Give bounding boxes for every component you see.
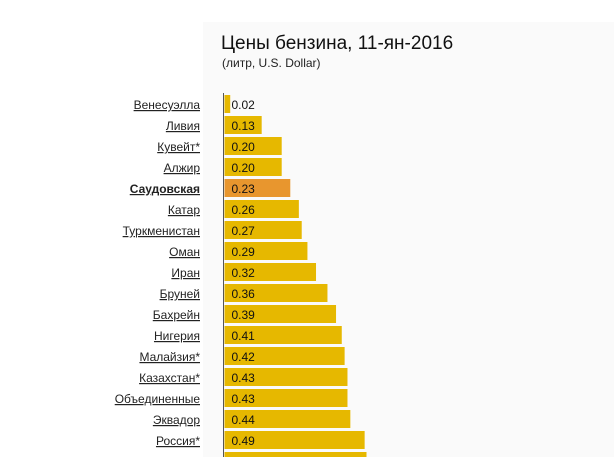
bar-cut-off (224, 452, 367, 457)
category-label-0: Венесуэлла (134, 98, 201, 112)
bar-4 (224, 179, 291, 197)
category-label-1: Ливия (166, 119, 200, 133)
bar-6 (224, 221, 302, 239)
value-label-1: 0.13 (232, 119, 256, 133)
bar-13 (224, 368, 348, 386)
bar-15 (224, 410, 351, 428)
value-label-2: 0.20 (232, 140, 256, 154)
value-label-13: 0.43 (232, 371, 256, 385)
value-label-12: 0.42 (232, 350, 256, 364)
value-label-11: 0.41 (232, 329, 256, 343)
bar-5 (224, 200, 299, 218)
value-label-8: 0.32 (232, 266, 256, 280)
category-label-12: Малайзия* (139, 350, 200, 364)
category-label-15: Эквадор (153, 413, 200, 427)
bar-16 (224, 431, 365, 449)
value-label-10: 0.39 (232, 308, 256, 322)
category-label-7: Оман (169, 245, 200, 259)
category-label-3: Алжир (164, 161, 201, 175)
bar-2 (224, 137, 282, 155)
bar-12 (224, 347, 345, 365)
bar-7 (224, 242, 308, 260)
category-label-14: Объединенные (115, 392, 201, 406)
chart-title: Цены бензина, 11-ян-2016 (221, 33, 454, 54)
value-label-15: 0.44 (232, 413, 256, 427)
bar-14 (224, 389, 348, 407)
chart-subtitle: (литр, U.S. Dollar) (222, 56, 321, 70)
category-label-9: Бруней (160, 287, 200, 301)
value-label-7: 0.29 (232, 245, 256, 259)
value-label-16: 0.49 (232, 434, 256, 448)
value-label-9: 0.36 (232, 287, 256, 301)
value-label-6: 0.27 (232, 224, 256, 238)
bar-3 (224, 158, 282, 176)
value-label-3: 0.20 (232, 161, 256, 175)
category-label-8: Иран (171, 266, 200, 280)
category-label-13: Казахстан* (139, 371, 200, 385)
category-label-10: Бахрейн (153, 308, 200, 322)
category-label-11: Нигерия (154, 329, 200, 343)
bar-11 (224, 326, 342, 344)
bar-10 (224, 305, 337, 323)
bar-9 (224, 284, 328, 302)
value-label-14: 0.43 (232, 392, 256, 406)
bar-8 (224, 263, 317, 281)
bar-0 (224, 95, 231, 113)
category-label-5: Катар (168, 203, 200, 217)
category-label-2: Кувейт* (157, 140, 200, 154)
value-label-5: 0.26 (232, 203, 256, 217)
value-label-4: 0.23 (232, 182, 256, 196)
category-label-4: Саудовская (130, 182, 200, 196)
value-label-0: 0.02 (232, 98, 256, 112)
bar-1 (224, 116, 262, 134)
category-label-16: Россия* (156, 434, 200, 448)
category-label-6: Туркменистан (123, 224, 200, 238)
